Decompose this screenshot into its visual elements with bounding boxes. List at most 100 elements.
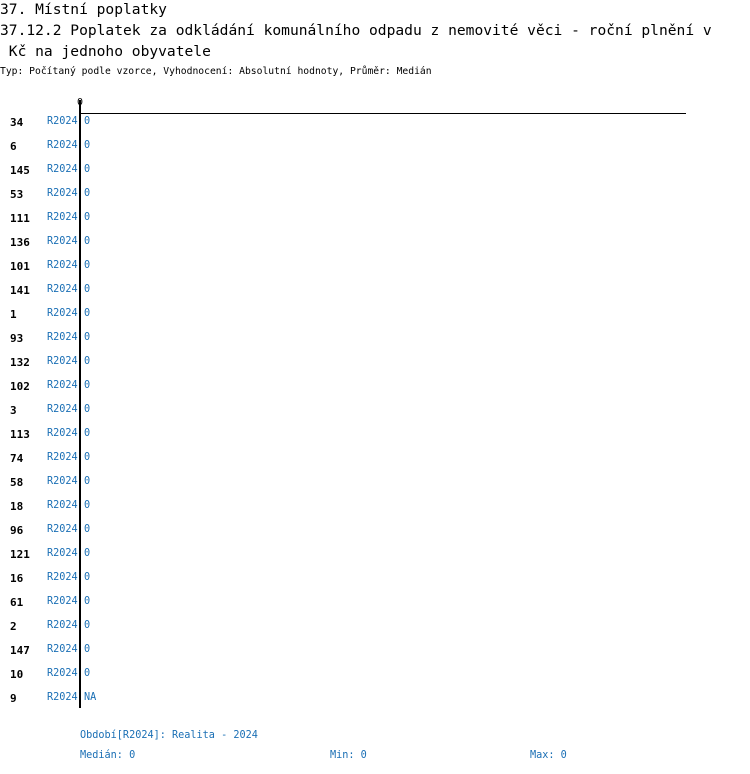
data-label: 0 xyxy=(84,620,91,631)
series-label: R2024 xyxy=(47,572,78,583)
series-label: R2024 xyxy=(47,212,78,223)
data-label: 0 xyxy=(84,668,91,679)
series-label: R2024 xyxy=(47,260,78,271)
category-label: 58 xyxy=(10,476,24,489)
data-label: 0 xyxy=(84,404,91,415)
data-label: 0 xyxy=(84,332,91,343)
bar-row: 10 R2024 0 xyxy=(0,668,700,682)
data-label: 0 xyxy=(84,212,91,223)
series-label: R2024 xyxy=(47,620,78,631)
bar-row: 34 R2024 0 xyxy=(0,116,700,130)
data-label: 0 xyxy=(84,596,91,607)
series-label: R2024 xyxy=(47,428,78,439)
bar-row: 2 R2024 0 xyxy=(0,620,700,634)
bar-row: 96 R2024 0 xyxy=(0,524,700,538)
data-label: 0 xyxy=(84,164,91,175)
category-label: 3 xyxy=(10,404,17,417)
data-label: 0 xyxy=(84,524,91,535)
category-label: 34 xyxy=(10,116,24,129)
series-label: R2024 xyxy=(47,188,78,199)
data-label: 0 xyxy=(84,116,91,127)
bar-row: 18 R2024 0 xyxy=(0,500,700,514)
y-axis-line xyxy=(79,100,81,708)
data-label: 0 xyxy=(84,260,91,271)
series-label: R2024 xyxy=(47,140,78,151)
category-label: 141 xyxy=(10,284,30,297)
series-label: R2024 xyxy=(47,116,78,127)
category-label: 2 xyxy=(10,620,17,633)
bar-row: 93 R2024 0 xyxy=(0,332,700,346)
bar-row: 147 R2024 0 xyxy=(0,644,700,658)
series-label: R2024 xyxy=(47,284,78,295)
bar-row: 58 R2024 0 xyxy=(0,476,700,490)
bar-row: 16 R2024 0 xyxy=(0,572,700,586)
x-axis-line xyxy=(80,113,686,114)
data-label: 0 xyxy=(84,284,91,295)
bar-row: 111 R2024 0 xyxy=(0,212,700,226)
category-label: 136 xyxy=(10,236,30,249)
series-label: R2024 xyxy=(47,236,78,247)
bar-row: 141 R2024 0 xyxy=(0,284,700,298)
series-label: R2024 xyxy=(47,692,78,703)
bar-row: 145 R2024 0 xyxy=(0,164,700,178)
series-label: R2024 xyxy=(47,164,78,175)
series-label: R2024 xyxy=(47,452,78,463)
data-label: 0 xyxy=(84,644,91,655)
bar-row: 6 R2024 0 xyxy=(0,140,700,154)
stat-max: Max: 0 xyxy=(530,750,567,761)
bar-row: 121 R2024 0 xyxy=(0,548,700,562)
data-label: 0 xyxy=(84,452,91,463)
bar-row: 74 R2024 0 xyxy=(0,452,700,466)
category-label: 16 xyxy=(10,572,24,585)
series-label: R2024 xyxy=(47,644,78,655)
category-label: 61 xyxy=(10,596,24,609)
bar-row: 136 R2024 0 xyxy=(0,236,700,250)
series-label: R2024 xyxy=(47,500,78,511)
data-label: 0 xyxy=(84,236,91,247)
category-label: 121 xyxy=(10,548,30,561)
series-label: R2024 xyxy=(47,380,78,391)
data-label: NA xyxy=(84,692,97,703)
category-label: 102 xyxy=(10,380,30,393)
category-label: 53 xyxy=(10,188,24,201)
page-title: 37. Místní poplatky xyxy=(0,1,167,18)
bar-row: 1 R2024 0 xyxy=(0,308,700,322)
chart-title: 37.12.2 Poplatek za odkládání komunálníh… xyxy=(0,22,712,39)
category-label: 111 xyxy=(10,212,30,225)
category-label: 96 xyxy=(10,524,24,537)
data-label: 0 xyxy=(84,356,91,367)
bar-row: 9 R2024 NA xyxy=(0,692,700,706)
category-label: 1 xyxy=(10,308,17,321)
category-label: 6 xyxy=(10,140,17,153)
bar-row: 53 R2024 0 xyxy=(0,188,700,202)
series-label: R2024 xyxy=(47,548,78,559)
bar-row: 113 R2024 0 xyxy=(0,428,700,442)
chart-title-cont: Kč na jednoho obyvatele xyxy=(0,43,211,60)
category-label: 132 xyxy=(10,356,30,369)
category-label: 145 xyxy=(10,164,30,177)
series-label: R2024 xyxy=(47,332,78,343)
category-label: 147 xyxy=(10,644,30,657)
bar-row: 61 R2024 0 xyxy=(0,596,700,610)
data-label: 0 xyxy=(84,380,91,391)
data-label: 0 xyxy=(84,476,91,487)
category-label: 18 xyxy=(10,500,24,513)
data-label: 0 xyxy=(84,188,91,199)
series-label: R2024 xyxy=(47,404,78,415)
category-label: 101 xyxy=(10,260,30,273)
category-label: 74 xyxy=(10,452,24,465)
stat-median: Medián: 0 xyxy=(80,750,136,761)
series-label: R2024 xyxy=(47,476,78,487)
series-label: R2024 xyxy=(47,308,78,319)
series-label: R2024 xyxy=(47,524,78,535)
data-label: 0 xyxy=(84,572,91,583)
series-label: R2024 xyxy=(47,596,78,607)
legend-period: Období[R2024]: Realita - 2024 xyxy=(80,730,258,741)
series-label: R2024 xyxy=(47,668,78,679)
data-label: 0 xyxy=(84,140,91,151)
bar-row: 3 R2024 0 xyxy=(0,404,700,418)
category-label: 113 xyxy=(10,428,30,441)
bar-row: 102 R2024 0 xyxy=(0,380,700,394)
data-label: 0 xyxy=(84,428,91,439)
bar-row: 101 R2024 0 xyxy=(0,260,700,274)
